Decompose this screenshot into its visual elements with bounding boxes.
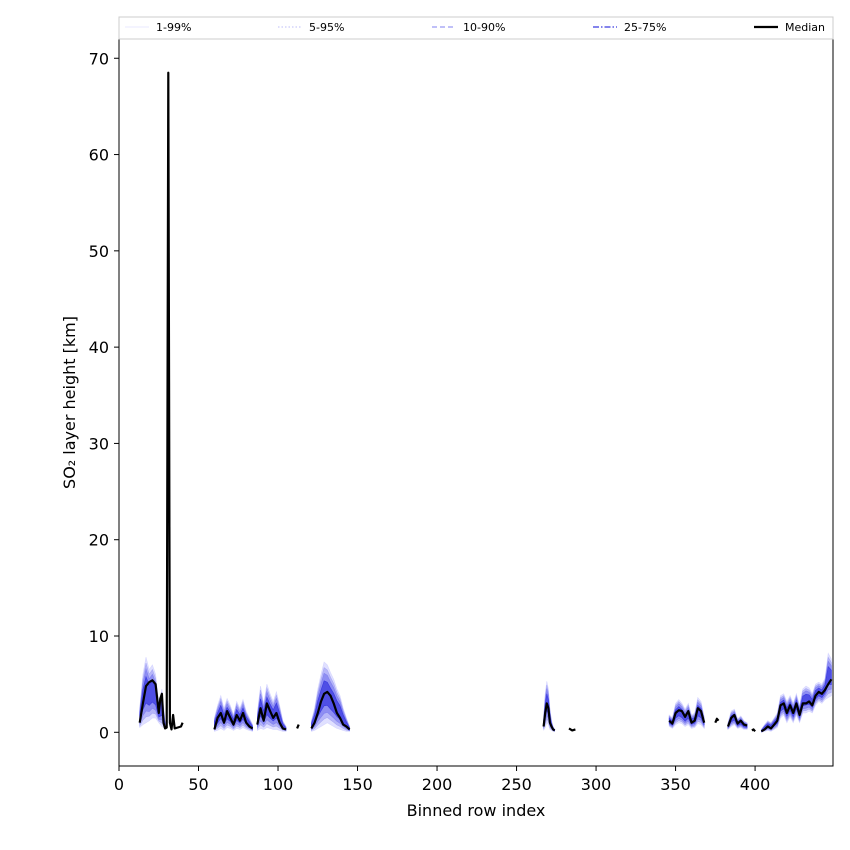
x-tick-label: 400 xyxy=(740,775,771,794)
y-axis-ticks: 0 10 20 30 40 50 60 70 xyxy=(89,49,119,742)
median-segment xyxy=(568,727,576,732)
legend-label: Median xyxy=(785,21,825,34)
percentile-bands xyxy=(139,652,832,733)
y-tick-label: 20 xyxy=(89,531,109,550)
legend-box xyxy=(118,16,834,40)
plot-frame xyxy=(118,38,834,767)
x-tick-label: 350 xyxy=(660,775,691,794)
legend-label: 10-90% xyxy=(463,21,505,34)
median-segment xyxy=(714,717,720,724)
median-segment xyxy=(542,702,556,732)
y-tick-label: 50 xyxy=(89,242,109,261)
median-segment xyxy=(310,690,351,731)
median-segment xyxy=(760,678,833,733)
median-series xyxy=(138,71,833,733)
median-segment xyxy=(296,724,300,729)
y-tick-label: 60 xyxy=(89,146,109,165)
y-tick-label: 70 xyxy=(89,49,109,68)
legend-label: 25-75% xyxy=(624,21,666,34)
x-tick-label: 100 xyxy=(263,775,294,794)
y-tick-label: 30 xyxy=(89,434,109,453)
y-axis-label: SO₂ layer height [km] xyxy=(60,316,79,489)
median-segment xyxy=(138,71,184,731)
x-axis-label: Binned row index xyxy=(407,801,546,820)
x-tick-label: 150 xyxy=(342,775,373,794)
x-tick-label: 0 xyxy=(114,775,124,794)
y-tick-label: 0 xyxy=(99,723,109,742)
x-tick-label: 200 xyxy=(422,775,453,794)
legend: 1-99% 5-95% 10-90% 25-75% Median xyxy=(118,16,834,40)
median-segment xyxy=(751,728,756,733)
y-tick-label: 10 xyxy=(89,627,109,646)
y-tick-label: 40 xyxy=(89,338,109,357)
legend-label: 5-95% xyxy=(309,21,344,34)
median-segment xyxy=(213,709,254,730)
x-axis-ticks: 0 50 100 150 200 250 300 350 400 xyxy=(114,766,770,794)
x-tick-label: 50 xyxy=(188,775,208,794)
median-segment xyxy=(256,702,287,731)
median-segment xyxy=(726,713,748,727)
median-segment xyxy=(668,707,706,725)
legend-label: 1-99% xyxy=(156,21,191,34)
x-tick-label: 300 xyxy=(581,775,612,794)
x-tick-label: 250 xyxy=(501,775,532,794)
